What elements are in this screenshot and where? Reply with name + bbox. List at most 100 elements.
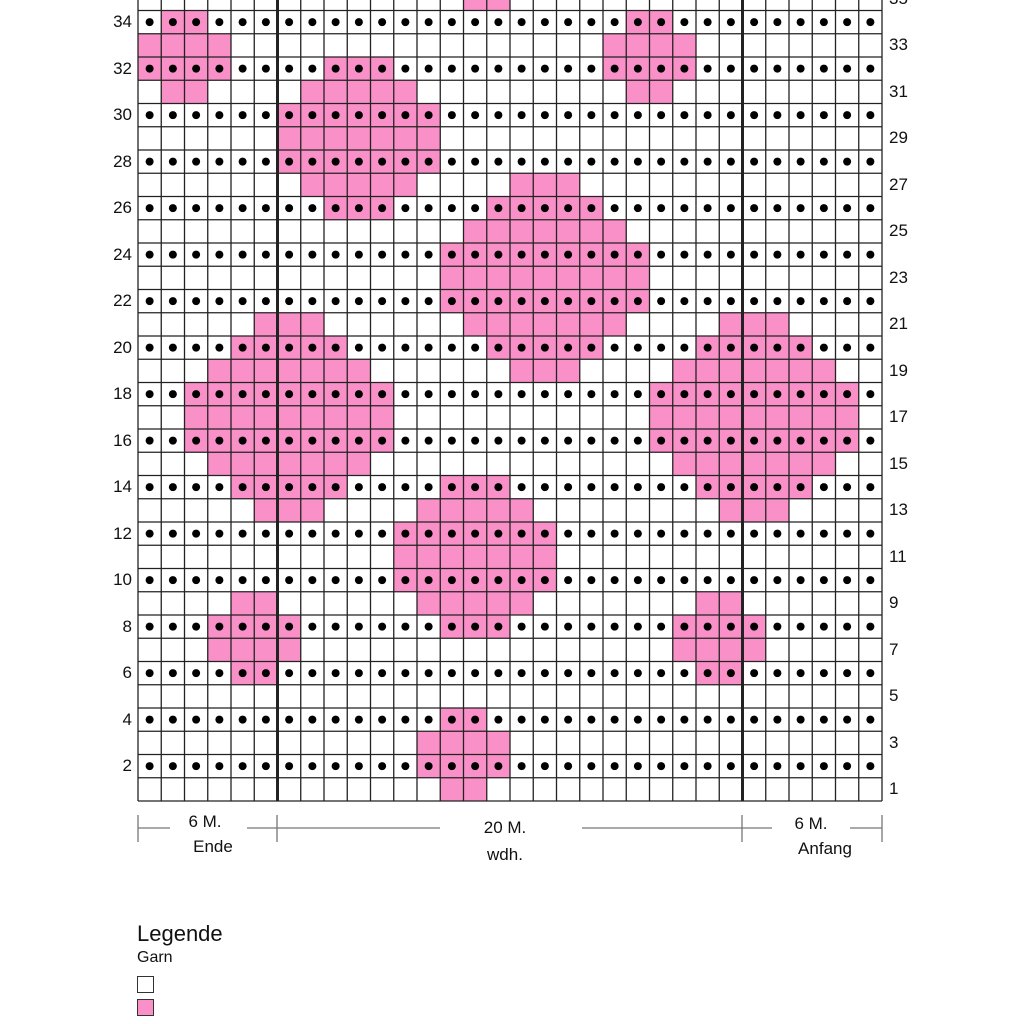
stitch-dot — [866, 669, 875, 678]
stitch-dot — [819, 436, 828, 445]
stitch-dot — [564, 762, 573, 771]
stitch-dot — [285, 250, 294, 259]
stitch-dot — [494, 622, 503, 631]
stitch-dot — [517, 669, 526, 678]
stitch-dot — [750, 297, 759, 306]
pattern-cell — [765, 359, 789, 383]
stitch-dot — [773, 204, 782, 213]
row-label-left: 6 — [122, 663, 132, 683]
stitch-dot — [750, 483, 759, 492]
stitch-dot — [587, 622, 596, 631]
stitch-dot — [540, 390, 549, 399]
stitch-dot — [308, 436, 317, 445]
stitch-dot — [285, 669, 294, 678]
stitch-dot — [331, 436, 340, 445]
stitch-dot — [215, 297, 224, 306]
stitch-dot — [285, 297, 294, 306]
stitch-dot — [703, 343, 712, 352]
pattern-cell — [324, 80, 348, 104]
pattern-cell — [672, 638, 696, 662]
legend-subtitle: Garn — [137, 949, 173, 966]
pattern-cell — [510, 545, 534, 569]
stitch-dot — [424, 111, 433, 120]
stitch-dot — [633, 111, 642, 120]
stitch-dot — [192, 483, 201, 492]
stitch-dot — [494, 529, 503, 538]
pattern-cell — [463, 266, 487, 290]
stitch-dot — [238, 343, 247, 352]
stitch-dot — [680, 157, 689, 166]
pattern-cell — [231, 405, 255, 429]
stitch-dot — [843, 204, 852, 213]
pattern-cell — [742, 359, 766, 383]
stitch-dot — [378, 343, 387, 352]
stitch-dot — [192, 715, 201, 724]
stitch-dot — [354, 343, 363, 352]
stitch-dot — [540, 669, 549, 678]
stitch-dot — [378, 529, 387, 538]
stitch-dot — [494, 111, 503, 120]
stitch-dot — [401, 157, 410, 166]
row-label-right: 29 — [889, 128, 908, 148]
pattern-cell — [765, 452, 789, 476]
stitch-dot — [540, 436, 549, 445]
pattern-cell — [556, 266, 580, 290]
stitch-dot — [517, 436, 526, 445]
pattern-cell — [486, 312, 510, 336]
stitch-dot — [866, 204, 875, 213]
stitch-dot — [401, 529, 410, 538]
stitch-dot — [773, 762, 782, 771]
stitch-dot — [866, 390, 875, 399]
stitch-dot — [401, 669, 410, 678]
stitch-dot — [424, 390, 433, 399]
stitch-dot — [238, 157, 247, 166]
stitch-dot — [261, 576, 270, 585]
stitch-dot — [378, 669, 387, 678]
stitch-dot — [145, 157, 154, 166]
pattern-cell — [440, 777, 464, 801]
pattern-cell — [742, 498, 766, 522]
stitch-dot — [564, 715, 573, 724]
stitch-dot — [168, 762, 177, 771]
stitch-dot — [192, 250, 201, 259]
stitch-dot — [726, 483, 735, 492]
stitch-dot — [145, 250, 154, 259]
stitch-dot — [471, 18, 480, 27]
pattern-cell — [510, 359, 534, 383]
row-label-left: 4 — [122, 709, 132, 729]
stitch-dot — [610, 297, 619, 306]
stitch-dot — [564, 297, 573, 306]
stitch-dot — [238, 390, 247, 399]
pattern-cell — [719, 452, 743, 476]
stitch-dot — [192, 762, 201, 771]
stitch-dot — [308, 576, 317, 585]
pattern-cell — [417, 545, 441, 569]
stitch-dot — [657, 762, 666, 771]
stitch-dot — [843, 529, 852, 538]
stitch-dot — [285, 204, 294, 213]
stitch-dot — [145, 622, 154, 631]
stitch-dot — [378, 297, 387, 306]
stitch-dot — [726, 436, 735, 445]
pattern-cell — [742, 452, 766, 476]
stitch-dot — [308, 204, 317, 213]
pattern-cell — [696, 591, 720, 615]
stitch-dot — [796, 157, 805, 166]
pattern-cell — [603, 33, 627, 57]
stitch-dot — [843, 18, 852, 27]
stitch-dot — [145, 111, 154, 120]
pattern-cell — [277, 452, 301, 476]
stitch-dot — [308, 483, 317, 492]
pattern-cell — [463, 312, 487, 336]
stitch-dot — [726, 762, 735, 771]
pattern-cell — [347, 126, 371, 150]
stitch-dot — [564, 204, 573, 213]
stitch-dot — [378, 436, 387, 445]
stitch-dot — [401, 18, 410, 27]
pattern-cell — [300, 173, 324, 197]
stitch-dot — [424, 715, 433, 724]
stitch-dot — [564, 390, 573, 399]
stitch-dot — [540, 576, 549, 585]
stitch-dot — [796, 715, 805, 724]
stitch-dot — [703, 111, 712, 120]
